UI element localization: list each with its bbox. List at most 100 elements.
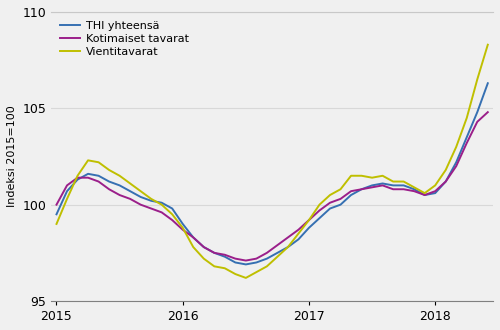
Vientitavarat bbox=[380, 174, 386, 178]
Vientitavarat bbox=[296, 232, 302, 236]
Kotimaiset tavarat bbox=[338, 197, 344, 201]
Vientitavarat bbox=[190, 245, 196, 249]
THI yhteensä bbox=[274, 251, 280, 255]
Vientitavarat bbox=[432, 183, 438, 187]
Vientitavarat bbox=[442, 168, 448, 172]
Line: Kotimaiset tavarat: Kotimaiset tavarat bbox=[56, 112, 488, 261]
Vientitavarat bbox=[64, 197, 70, 201]
Vientitavarat bbox=[148, 197, 154, 201]
Vientitavarat bbox=[127, 182, 133, 185]
THI yhteensä bbox=[453, 160, 459, 164]
Vientitavarat bbox=[254, 270, 260, 274]
Y-axis label: Indeksi 2015=100: Indeksi 2015=100 bbox=[7, 106, 17, 207]
THI yhteensä bbox=[264, 257, 270, 261]
Kotimaiset tavarat bbox=[54, 203, 60, 207]
THI yhteensä bbox=[190, 235, 196, 239]
Vientitavarat bbox=[222, 266, 228, 270]
Kotimaiset tavarat bbox=[432, 189, 438, 193]
THI yhteensä bbox=[464, 135, 470, 139]
Kotimaiset tavarat bbox=[212, 251, 218, 255]
Kotimaiset tavarat bbox=[264, 251, 270, 255]
Vientitavarat bbox=[474, 78, 480, 82]
Line: THI yhteensä: THI yhteensä bbox=[56, 83, 488, 264]
Vientitavarat bbox=[369, 176, 375, 180]
Vientitavarat bbox=[306, 218, 312, 222]
Kotimaiset tavarat bbox=[116, 193, 122, 197]
THI yhteensä bbox=[232, 260, 238, 264]
Kotimaiset tavarat bbox=[348, 189, 354, 193]
Kotimaiset tavarat bbox=[148, 207, 154, 211]
Vientitavarat bbox=[422, 191, 428, 195]
Vientitavarat bbox=[274, 255, 280, 259]
THI yhteensä bbox=[127, 189, 133, 193]
Kotimaiset tavarat bbox=[474, 120, 480, 124]
Vientitavarat bbox=[400, 180, 406, 183]
Kotimaiset tavarat bbox=[327, 201, 333, 205]
THI yhteensä bbox=[222, 255, 228, 259]
Kotimaiset tavarat bbox=[158, 211, 164, 214]
THI yhteensä bbox=[432, 191, 438, 195]
Kotimaiset tavarat bbox=[106, 187, 112, 191]
Kotimaiset tavarat bbox=[296, 228, 302, 232]
THI yhteensä bbox=[106, 180, 112, 183]
Vientitavarat bbox=[453, 145, 459, 149]
Vientitavarat bbox=[316, 203, 322, 207]
THI yhteensä bbox=[485, 81, 491, 85]
Kotimaiset tavarat bbox=[190, 235, 196, 239]
Vientitavarat bbox=[116, 174, 122, 178]
THI yhteensä bbox=[254, 260, 260, 264]
THI yhteensä bbox=[474, 110, 480, 114]
THI yhteensä bbox=[54, 212, 60, 216]
Kotimaiset tavarat bbox=[285, 235, 291, 239]
Vientitavarat bbox=[348, 174, 354, 178]
Vientitavarat bbox=[338, 187, 344, 191]
Vientitavarat bbox=[327, 193, 333, 197]
THI yhteensä bbox=[380, 182, 386, 185]
Kotimaiset tavarat bbox=[422, 193, 428, 197]
THI yhteensä bbox=[158, 201, 164, 205]
THI yhteensä bbox=[338, 203, 344, 207]
Kotimaiset tavarat bbox=[316, 209, 322, 213]
Kotimaiset tavarat bbox=[64, 183, 70, 187]
THI yhteensä bbox=[296, 237, 302, 241]
Kotimaiset tavarat bbox=[453, 164, 459, 168]
Kotimaiset tavarat bbox=[358, 187, 364, 191]
THI yhteensä bbox=[411, 187, 417, 191]
Kotimaiset tavarat bbox=[127, 197, 133, 201]
Vientitavarat bbox=[358, 174, 364, 178]
Vientitavarat bbox=[212, 264, 218, 268]
Kotimaiset tavarat bbox=[85, 176, 91, 180]
THI yhteensä bbox=[348, 193, 354, 197]
THI yhteensä bbox=[369, 183, 375, 187]
Kotimaiset tavarat bbox=[232, 257, 238, 261]
Kotimaiset tavarat bbox=[169, 218, 175, 222]
Kotimaiset tavarat bbox=[442, 180, 448, 183]
Kotimaiset tavarat bbox=[485, 110, 491, 114]
Vientitavarat bbox=[85, 158, 91, 162]
Kotimaiset tavarat bbox=[306, 218, 312, 222]
Kotimaiset tavarat bbox=[243, 259, 249, 263]
THI yhteensä bbox=[201, 245, 207, 249]
THI yhteensä bbox=[148, 199, 154, 203]
THI yhteensä bbox=[116, 183, 122, 187]
Kotimaiset tavarat bbox=[380, 183, 386, 187]
Kotimaiset tavarat bbox=[464, 141, 470, 145]
Kotimaiset tavarat bbox=[254, 257, 260, 261]
Vientitavarat bbox=[138, 189, 143, 193]
Vientitavarat bbox=[96, 160, 102, 164]
Vientitavarat bbox=[264, 264, 270, 268]
Kotimaiset tavarat bbox=[201, 245, 207, 249]
THI yhteensä bbox=[400, 183, 406, 187]
Vientitavarat bbox=[201, 257, 207, 261]
Vientitavarat bbox=[485, 43, 491, 47]
Vientitavarat bbox=[243, 276, 249, 280]
Vientitavarat bbox=[390, 180, 396, 183]
Kotimaiset tavarat bbox=[138, 203, 143, 207]
THI yhteensä bbox=[358, 187, 364, 191]
Kotimaiset tavarat bbox=[411, 189, 417, 193]
THI yhteensä bbox=[74, 178, 80, 182]
Legend: THI yhteensä, Kotimaiset tavarat, Vientitavarat: THI yhteensä, Kotimaiset tavarat, Vienti… bbox=[57, 17, 192, 60]
Vientitavarat bbox=[232, 272, 238, 276]
THI yhteensä bbox=[285, 245, 291, 249]
THI yhteensä bbox=[316, 216, 322, 220]
